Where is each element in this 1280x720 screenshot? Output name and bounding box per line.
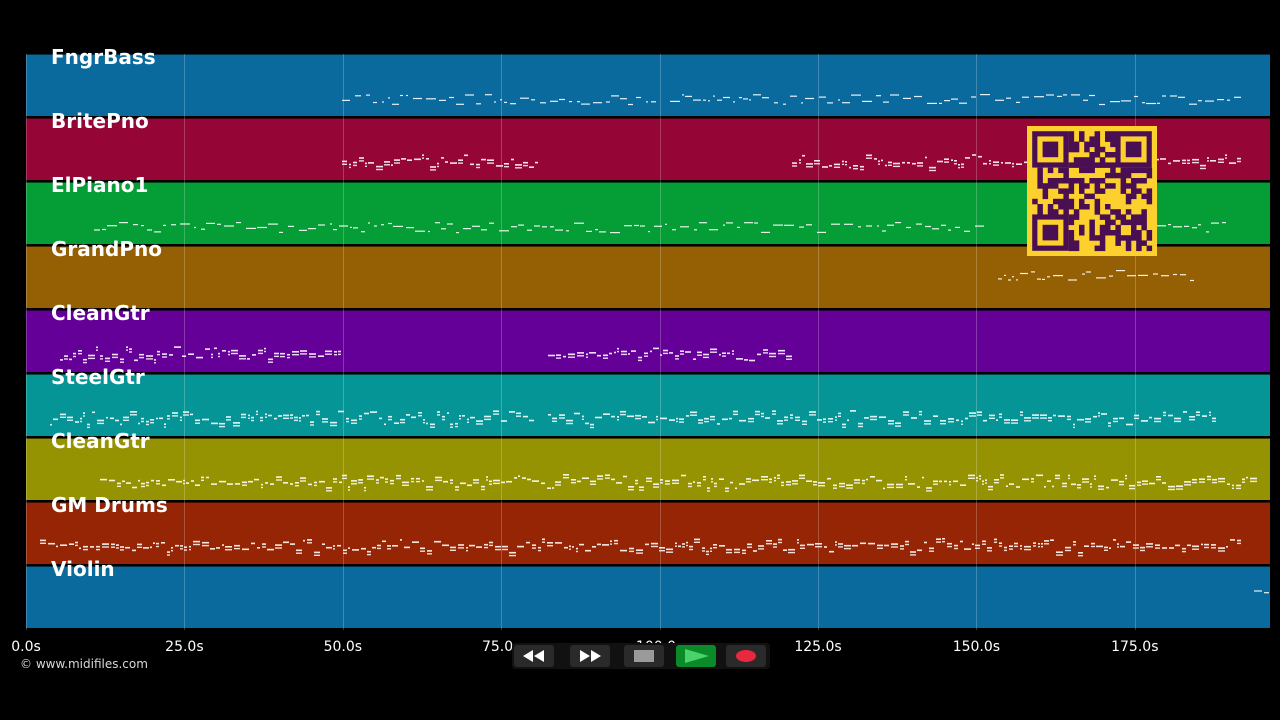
note-pattern bbox=[100, 474, 1257, 492]
record-button[interactable] bbox=[726, 645, 766, 667]
rewind-icon bbox=[523, 650, 544, 662]
track-name: BritePno bbox=[51, 109, 149, 133]
play-icon bbox=[685, 649, 709, 663]
time-tick-label: 0.0s bbox=[11, 639, 41, 655]
copyright-text: © www.midifiles.com bbox=[20, 657, 148, 671]
track-name: SteelGtr bbox=[51, 365, 145, 389]
track-lane: GrandPno bbox=[26, 237, 1270, 308]
track-name: CleanGtr bbox=[51, 429, 150, 453]
note-pattern bbox=[998, 270, 1194, 282]
time-tick-label: 175.0s bbox=[1111, 639, 1159, 655]
track-name: GM Drums bbox=[51, 493, 168, 517]
note-pattern bbox=[60, 346, 792, 364]
track-lane: CleanGtr bbox=[26, 301, 1270, 372]
track-lane: Violin bbox=[26, 557, 1270, 628]
time-tick-label: 50.0s bbox=[323, 639, 363, 655]
rewind-button[interactable] bbox=[514, 645, 554, 667]
track-name: GrandPno bbox=[51, 237, 162, 261]
track-name: CleanGtr bbox=[51, 301, 150, 325]
record-icon bbox=[736, 650, 756, 662]
track-name: Violin bbox=[51, 557, 115, 581]
stop-icon bbox=[634, 650, 654, 662]
time-tick-label: 25.0s bbox=[165, 639, 204, 655]
time-tick-label: 75.0s bbox=[481, 639, 521, 655]
track-lane: FngrBass bbox=[26, 45, 1270, 116]
note-pattern bbox=[342, 94, 1241, 106]
track-name: ElPiano1 bbox=[51, 173, 149, 197]
time-tick-label: 125.0s bbox=[794, 639, 842, 655]
note-pattern bbox=[94, 222, 1226, 234]
note-pattern bbox=[50, 410, 1216, 429]
transport-bar bbox=[512, 643, 770, 669]
fast-forward-button[interactable] bbox=[570, 645, 610, 667]
track-name: FngrBass bbox=[51, 45, 156, 69]
track-lane: SteelGtr bbox=[26, 365, 1270, 436]
time-tick-label: 150.0s bbox=[952, 639, 1001, 655]
qr-code bbox=[1027, 126, 1157, 256]
play-button[interactable] bbox=[676, 645, 716, 667]
piano-roll: FngrBass BritePno ElPiano1 GrandPno CleanGtr… bbox=[26, 45, 1270, 630]
note-pattern bbox=[1254, 590, 1269, 594]
track-lane: CleanGtr bbox=[26, 429, 1270, 500]
stop-button[interactable] bbox=[624, 645, 664, 667]
fast-forward-icon bbox=[580, 650, 601, 662]
track-lane: GM Drums bbox=[26, 493, 1270, 564]
note-pattern bbox=[40, 538, 1241, 557]
